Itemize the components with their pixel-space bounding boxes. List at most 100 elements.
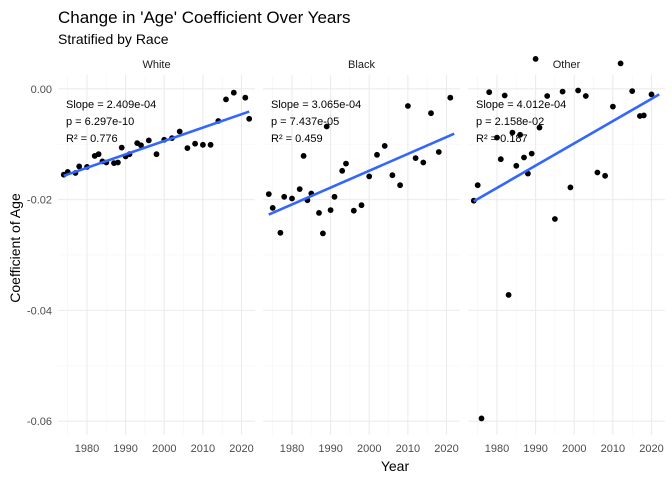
data-point <box>242 94 249 101</box>
facet-strip-label: White <box>142 59 170 71</box>
regression-line <box>63 110 250 178</box>
x-tick-label: 2010 <box>601 443 625 455</box>
y-axis-title: Coefficient of Age <box>7 193 23 303</box>
data-point <box>447 94 454 101</box>
data-point <box>532 56 539 62</box>
data-point <box>300 153 307 159</box>
data-point <box>95 151 102 158</box>
data-point <box>648 91 655 98</box>
x-tick-label: 2010 <box>396 443 420 455</box>
data-point <box>207 141 214 148</box>
data-point <box>412 155 419 162</box>
facet-panel-other: Other 1980 1990 2000 2010 2020 Slope = 4.012e-… <box>468 56 665 455</box>
data-point <box>246 115 253 122</box>
facet-strip-label: Black <box>348 59 375 71</box>
facet-panel-black: Black 1980 1990 2000 2010 2020 Slope = 3.065e-… <box>263 59 460 455</box>
data-point <box>320 230 326 237</box>
x-tick-label: 2000 <box>357 443 381 455</box>
x-tick-label: 1990 <box>113 443 137 455</box>
stat-annotation: R² = 0.459 <box>271 133 323 145</box>
stat-annotation: R² = 0.187 <box>476 133 528 145</box>
data-point <box>138 142 144 149</box>
chart-subtitle: Stratified by Race <box>58 31 169 47</box>
data-point <box>494 134 500 141</box>
data-point <box>343 160 349 167</box>
stat-annotation: R² = 0.776 <box>66 133 118 145</box>
data-point <box>327 207 334 214</box>
data-point <box>223 96 229 103</box>
data-point <box>277 229 284 236</box>
data-point <box>575 87 581 94</box>
x-tick-label: 2020 <box>434 443 458 455</box>
regression-line <box>473 93 660 203</box>
data-point <box>486 89 493 96</box>
x-tick-label: 1980 <box>485 443 509 455</box>
data-point <box>420 159 427 166</box>
data-point <box>474 182 481 189</box>
y-tick-label: 0.00 <box>31 84 52 96</box>
data-point <box>536 124 543 131</box>
data-point <box>366 173 373 180</box>
data-point <box>513 162 520 169</box>
data-point <box>192 140 199 147</box>
data-point <box>289 195 295 202</box>
data-point <box>145 137 152 144</box>
stat-annotation: p = 7.437e-05 <box>271 116 339 128</box>
data-point <box>617 60 624 67</box>
x-tick-label: 2020 <box>639 443 663 455</box>
facet-strip-label: Other <box>553 59 581 71</box>
data-point <box>505 292 512 298</box>
data-point <box>381 143 388 149</box>
y-axis-ticks: 0.00 -0.02 -0.04 -0.06 <box>27 84 52 428</box>
y-tick-label: -0.02 <box>27 195 52 207</box>
stat-annotation: p = 2.158e-02 <box>476 116 544 128</box>
data-point <box>602 172 608 179</box>
x-axis-title: Year <box>381 458 410 474</box>
x-tick-label: 1980 <box>75 443 99 455</box>
data-point <box>115 159 121 166</box>
stat-annotation: Slope = 2.409e-04 <box>66 99 156 111</box>
data-point <box>184 145 191 152</box>
data-point <box>200 141 206 148</box>
data-point <box>435 149 442 155</box>
data-point <box>331 193 338 200</box>
data-point <box>428 110 434 117</box>
facet-panels: White 1980 1990 2000 2010 2020 Slope = 2.409e-… <box>58 56 665 455</box>
y-tick-label: -0.04 <box>27 305 52 317</box>
data-point <box>405 103 411 109</box>
data-point <box>521 154 527 161</box>
data-point <box>567 184 574 191</box>
x-tick-label: 2000 <box>562 443 586 455</box>
data-point <box>269 205 276 211</box>
data-point <box>594 169 601 176</box>
data-point <box>552 216 558 222</box>
data-point <box>640 112 647 119</box>
data-point <box>316 210 322 216</box>
data-point <box>582 93 589 99</box>
data-point <box>265 191 272 198</box>
stat-annotation: Slope = 4.012e-04 <box>476 99 566 111</box>
data-point <box>629 88 636 94</box>
data-point <box>559 88 566 95</box>
x-tick-label: 2010 <box>191 443 215 455</box>
x-tick-label: 1990 <box>318 443 342 455</box>
x-tick-label: 1990 <box>523 443 547 455</box>
facet-panel-white: White 1980 1990 2000 2010 2020 Slope = 2.409e-… <box>58 59 255 455</box>
data-point <box>350 207 357 214</box>
data-point <box>544 93 551 99</box>
data-point <box>497 156 504 163</box>
data-point <box>610 103 616 110</box>
data-point <box>118 144 125 151</box>
data-point <box>478 415 485 422</box>
chart-title: Change in 'Age' Coefficient Over Years <box>58 8 351 27</box>
stat-annotation: p = 6.297e-10 <box>66 116 134 128</box>
data-point <box>501 92 508 99</box>
y-tick-label: -0.06 <box>27 416 52 428</box>
data-point <box>358 202 365 209</box>
data-point <box>153 151 160 158</box>
stat-annotation: Slope = 3.065e-04 <box>271 99 361 111</box>
regression-line <box>268 132 455 216</box>
data-point <box>389 172 396 179</box>
x-tick-label: 2020 <box>229 443 253 455</box>
